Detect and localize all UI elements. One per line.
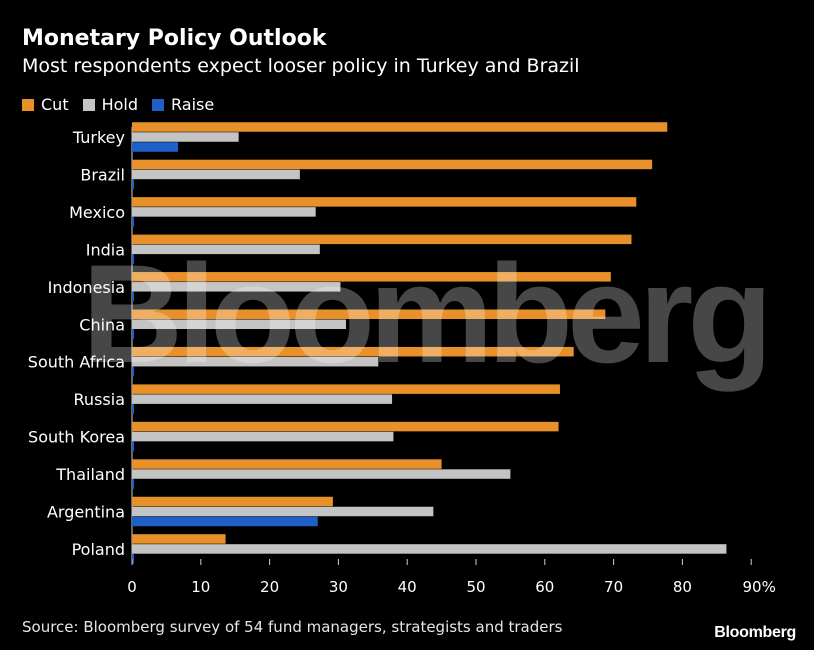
category-label-south-africa: South Africa: [28, 353, 125, 372]
x-tick-label-0: 0: [127, 578, 137, 596]
bar-cut-russia: [132, 384, 560, 394]
bar-raise-india: [132, 254, 134, 265]
category-label-mexico: Mexico: [69, 203, 125, 222]
bar-raise-poland: [132, 554, 134, 564]
category-label-turkey: Turkey: [72, 128, 125, 147]
bar-raise-china: [132, 329, 134, 339]
legend-swatch-hold: [82, 98, 95, 111]
bar-raise-argentina: [132, 516, 318, 527]
bar-hold-south-africa: [132, 356, 379, 367]
x-tick-label-8: 80: [673, 578, 692, 596]
bar-hold-russia: [132, 394, 393, 404]
category-label-india: India: [86, 240, 125, 259]
legend-label-hold: Hold: [101, 95, 139, 114]
bar-hold-argentina: [132, 506, 434, 517]
bar-cut-thailand: [132, 459, 442, 469]
bar-hold-poland: [132, 544, 727, 554]
bar-raise-south-korea: [132, 441, 134, 452]
x-tick-label-3: 30: [329, 578, 348, 596]
bar-raise-turkey: [132, 142, 179, 152]
bar-raise-south-africa: [132, 366, 134, 377]
bar-cut-indonesia: [132, 272, 611, 282]
bar-cut-mexico: [132, 197, 637, 207]
bar-raise-russia: [132, 404, 134, 414]
x-tick-label-1: 10: [191, 578, 210, 596]
category-label-thailand: Thailand: [55, 465, 125, 484]
bar-hold-thailand: [132, 469, 511, 479]
bar-hold-turkey: [132, 132, 239, 142]
bar-hold-india: [132, 244, 320, 255]
x-tick-label-6: 60: [535, 578, 554, 596]
category-label-south-korea: South Korea: [28, 428, 125, 447]
category-label-china: China: [79, 315, 125, 334]
bar-raise-thailand: [132, 479, 134, 489]
chart-subtitle: Most respondents expect looser policy in…: [22, 55, 580, 77]
category-label-argentina: Argentina: [47, 503, 125, 522]
bar-hold-china: [132, 319, 346, 329]
bar-cut-india: [132, 234, 632, 245]
legend: Cut Hold Raise: [22, 95, 228, 114]
category-label-indonesia: Indonesia: [48, 278, 125, 297]
legend-swatch-raise: [152, 98, 165, 111]
category-label-poland: Poland: [72, 540, 125, 559]
bar-raise-brazil: [132, 179, 134, 190]
bar-hold-brazil: [132, 169, 300, 180]
bar-raise-mexico: [132, 217, 134, 227]
legend-item-raise: Raise: [152, 95, 214, 114]
legend-item-hold: Hold: [82, 95, 139, 114]
x-tick-label-5: 50: [466, 578, 485, 596]
bar-hold-mexico: [132, 207, 316, 217]
legend-swatch-cut: [22, 98, 34, 111]
legend-label-cut: Cut: [41, 95, 69, 114]
bar-hold-indonesia: [132, 282, 341, 292]
bar-cut-turkey: [132, 122, 668, 132]
source-note: Source: Bloomberg survey of 54 fund mana…: [22, 618, 563, 636]
x-tick-label-2: 20: [260, 578, 279, 596]
bar-raise-indonesia: [132, 292, 134, 302]
x-tick-label-9: 90%: [743, 578, 776, 596]
bar-cut-poland: [132, 534, 226, 544]
legend-label-raise: Raise: [171, 95, 215, 114]
x-tick-label-7: 70: [604, 578, 623, 596]
bar-hold-south-korea: [132, 431, 394, 442]
bar-cut-argentina: [132, 496, 333, 507]
bar-cut-china: [132, 309, 606, 319]
legend-item-cut: Cut: [22, 95, 69, 114]
bar-cut-south-korea: [132, 421, 559, 432]
bar-cut-south-africa: [132, 346, 574, 357]
category-label-brazil: Brazil: [80, 165, 125, 184]
chart-title: Monetary Policy Outlook: [22, 26, 327, 51]
bar-cut-brazil: [132, 159, 653, 170]
bloomberg-logo: Bloomberg: [714, 624, 796, 641]
category-label-russia: Russia: [74, 390, 125, 409]
x-tick-label-4: 40: [398, 578, 417, 596]
